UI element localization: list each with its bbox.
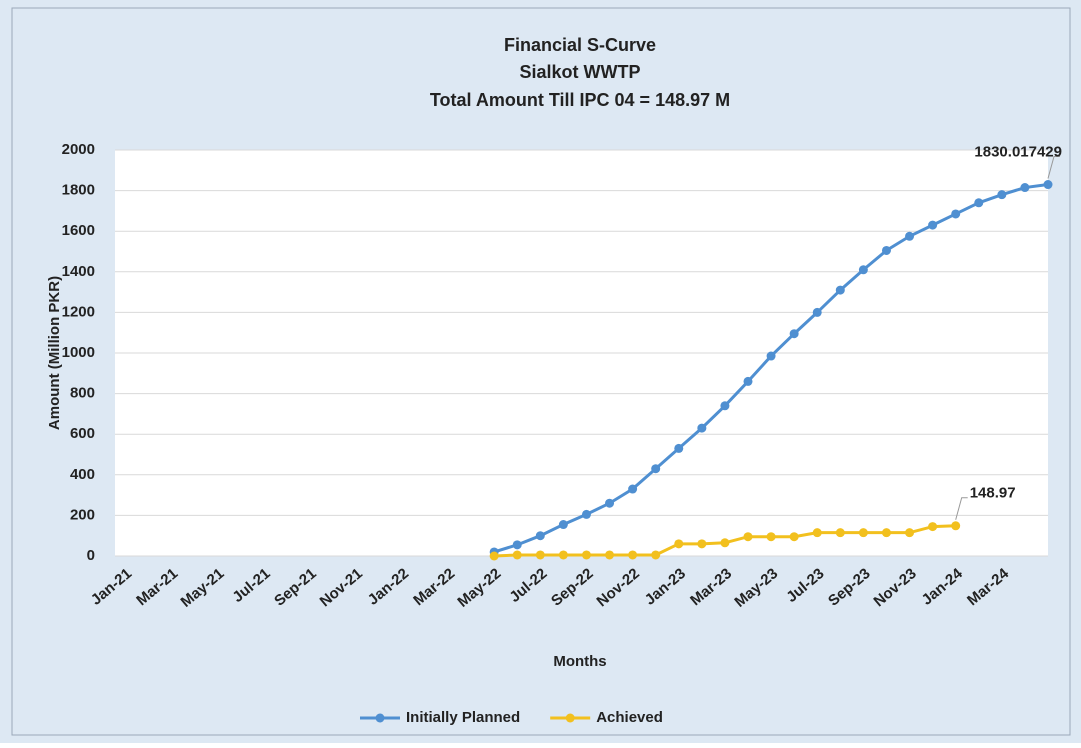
legend-marker bbox=[565, 713, 575, 723]
data-point bbox=[512, 540, 522, 550]
data-point bbox=[743, 376, 753, 386]
data-point bbox=[766, 351, 776, 361]
data-point bbox=[858, 265, 868, 275]
data-point bbox=[858, 528, 868, 538]
data-point bbox=[697, 539, 707, 549]
legend-label: Achieved bbox=[596, 709, 663, 726]
data-point bbox=[674, 539, 684, 549]
data-point bbox=[997, 190, 1007, 200]
data-point bbox=[835, 528, 845, 538]
y-axis-label: Amount (Million PKR) bbox=[46, 276, 63, 430]
y-tick-label: 1800 bbox=[62, 182, 95, 199]
data-point bbox=[789, 329, 799, 339]
data-point bbox=[489, 551, 499, 561]
data-point bbox=[974, 198, 984, 208]
data-point bbox=[558, 520, 568, 530]
data-point bbox=[1043, 180, 1053, 190]
y-tick-label: 400 bbox=[70, 466, 95, 483]
data-point bbox=[881, 528, 891, 538]
data-point bbox=[951, 521, 961, 531]
y-tick-label: 200 bbox=[70, 506, 95, 523]
data-point bbox=[581, 509, 591, 519]
legend-label: Initially Planned bbox=[406, 709, 520, 726]
chart-title: Financial S-Curve bbox=[504, 35, 656, 55]
legend-marker bbox=[375, 713, 385, 723]
chart-subtitle: Sialkot WWTP bbox=[520, 62, 641, 82]
data-point bbox=[558, 550, 568, 560]
label-leader bbox=[955, 497, 968, 520]
data-point bbox=[1020, 183, 1030, 193]
data-point bbox=[766, 532, 776, 542]
data-point bbox=[628, 484, 638, 494]
y-tick-label: 1400 bbox=[62, 263, 95, 280]
label-leader bbox=[1047, 156, 1060, 179]
data-point bbox=[835, 285, 845, 295]
y-tick-label: 1000 bbox=[62, 344, 95, 361]
data-point bbox=[674, 443, 684, 453]
y-tick-label: 2000 bbox=[62, 141, 95, 158]
data-point bbox=[720, 401, 730, 411]
data-label: 148.97 bbox=[970, 485, 1016, 502]
data-point bbox=[720, 538, 730, 548]
data-point bbox=[812, 528, 822, 538]
data-point bbox=[697, 423, 707, 433]
data-label: 1830.017429 bbox=[974, 143, 1062, 160]
data-point bbox=[535, 531, 545, 541]
data-point bbox=[789, 532, 799, 542]
data-point bbox=[605, 550, 615, 560]
data-point bbox=[905, 528, 915, 538]
chart-subtitle: Total Amount Till IPC 04 = 148.97 M bbox=[430, 90, 730, 110]
data-point bbox=[743, 532, 753, 542]
y-tick-label: 0 bbox=[87, 547, 95, 564]
x-axis-label: Months bbox=[553, 653, 606, 670]
data-point bbox=[512, 550, 522, 560]
data-point bbox=[812, 307, 822, 317]
y-tick-label: 800 bbox=[70, 385, 95, 402]
data-point bbox=[928, 220, 938, 230]
y-tick-label: 1600 bbox=[62, 222, 95, 239]
data-point bbox=[628, 550, 638, 560]
data-point bbox=[651, 550, 661, 560]
data-point bbox=[881, 245, 891, 255]
data-point bbox=[905, 231, 915, 241]
data-point bbox=[605, 498, 615, 508]
data-point bbox=[928, 522, 938, 532]
chart-border bbox=[11, 7, 1071, 736]
data-point bbox=[581, 550, 591, 560]
y-tick-label: 1200 bbox=[62, 303, 95, 320]
data-point bbox=[951, 209, 961, 219]
data-point bbox=[535, 550, 545, 560]
data-point bbox=[651, 464, 661, 474]
y-tick-label: 600 bbox=[70, 425, 95, 442]
